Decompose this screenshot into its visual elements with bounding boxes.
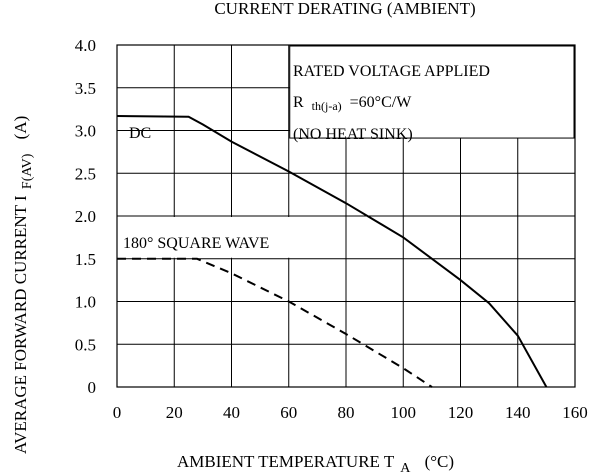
tick-labels: 0 20 40 60 80 100 120 140 160 0 0.5 1.0 1.5 2.0 2.5 3.0… — [75, 36, 588, 422]
x-tick-label: 160 — [562, 403, 588, 422]
annotation-boxes — [118, 45, 575, 258]
y-axis-label: AVERAGE FORWARD CURRENT I F(AV) (A) — [11, 116, 35, 454]
y-tick-label: 1.5 — [75, 250, 96, 269]
dc-label-box — [118, 88, 174, 109]
annotation-rated-voltage: RATED VOLTAGE APPLIED — [293, 63, 490, 80]
y-axis-label-main: AVERAGE FORWARD CURRENT I — [11, 195, 30, 454]
x-tick-label: 100 — [391, 403, 417, 422]
y-tick-label: 2.5 — [75, 164, 96, 183]
annotation-no-heat-sink: (NO HEAT SINK) — [293, 126, 413, 143]
x-tick-label: 40 — [223, 403, 240, 422]
y-tick-label: 1.0 — [75, 293, 96, 312]
rth-subscript: th(j-a) — [312, 99, 342, 113]
y-axis-label-unit: (A) — [11, 116, 30, 140]
y-tick-label: 4.0 — [75, 36, 96, 55]
series-layer — [116, 115, 548, 388]
square-wave-label-box — [118, 217, 340, 258]
x-axis-label-subscript: A — [400, 461, 411, 476]
conditions-box — [289, 45, 575, 139]
x-tick-label: 140 — [505, 403, 531, 422]
annotation-thermal-resistance: R th(j-a) =60°C/W — [293, 94, 412, 114]
x-tick-label: 0 — [113, 403, 122, 422]
chart-title: CURRENT DERATING (AMBIENT) — [214, 0, 475, 18]
x-axis-label-unit: (°C) — [425, 452, 454, 471]
y-tick-label: 0.5 — [75, 335, 96, 354]
rth-symbol: R — [293, 94, 304, 111]
dc-curve — [116, 115, 548, 388]
x-tick-label: 60 — [280, 403, 297, 422]
x-axis-label: AMBIENT TEMPERATURE T A (°C) — [177, 452, 454, 476]
x-tick-label: 120 — [448, 403, 474, 422]
y-tick-label: 3.5 — [75, 79, 96, 98]
y-tick-label: 3.0 — [75, 122, 96, 141]
x-tick-label: 20 — [166, 403, 183, 422]
dc-series-label: DC — [129, 125, 151, 142]
rth-value: =60°C/W — [350, 94, 413, 111]
y-axis-label-subscript: F(AV) — [20, 153, 35, 189]
x-tick-label: 80 — [338, 403, 355, 422]
x-axis-label-main: AMBIENT TEMPERATURE T — [177, 452, 395, 471]
y-tick-label: 0 — [88, 378, 97, 397]
y-tick-label: 2.0 — [75, 207, 96, 226]
plot-frame — [116, 44, 576, 388]
square-wave-curve — [117, 257, 433, 388]
square-wave-series-label: 180° SQUARE WAVE — [123, 235, 269, 252]
